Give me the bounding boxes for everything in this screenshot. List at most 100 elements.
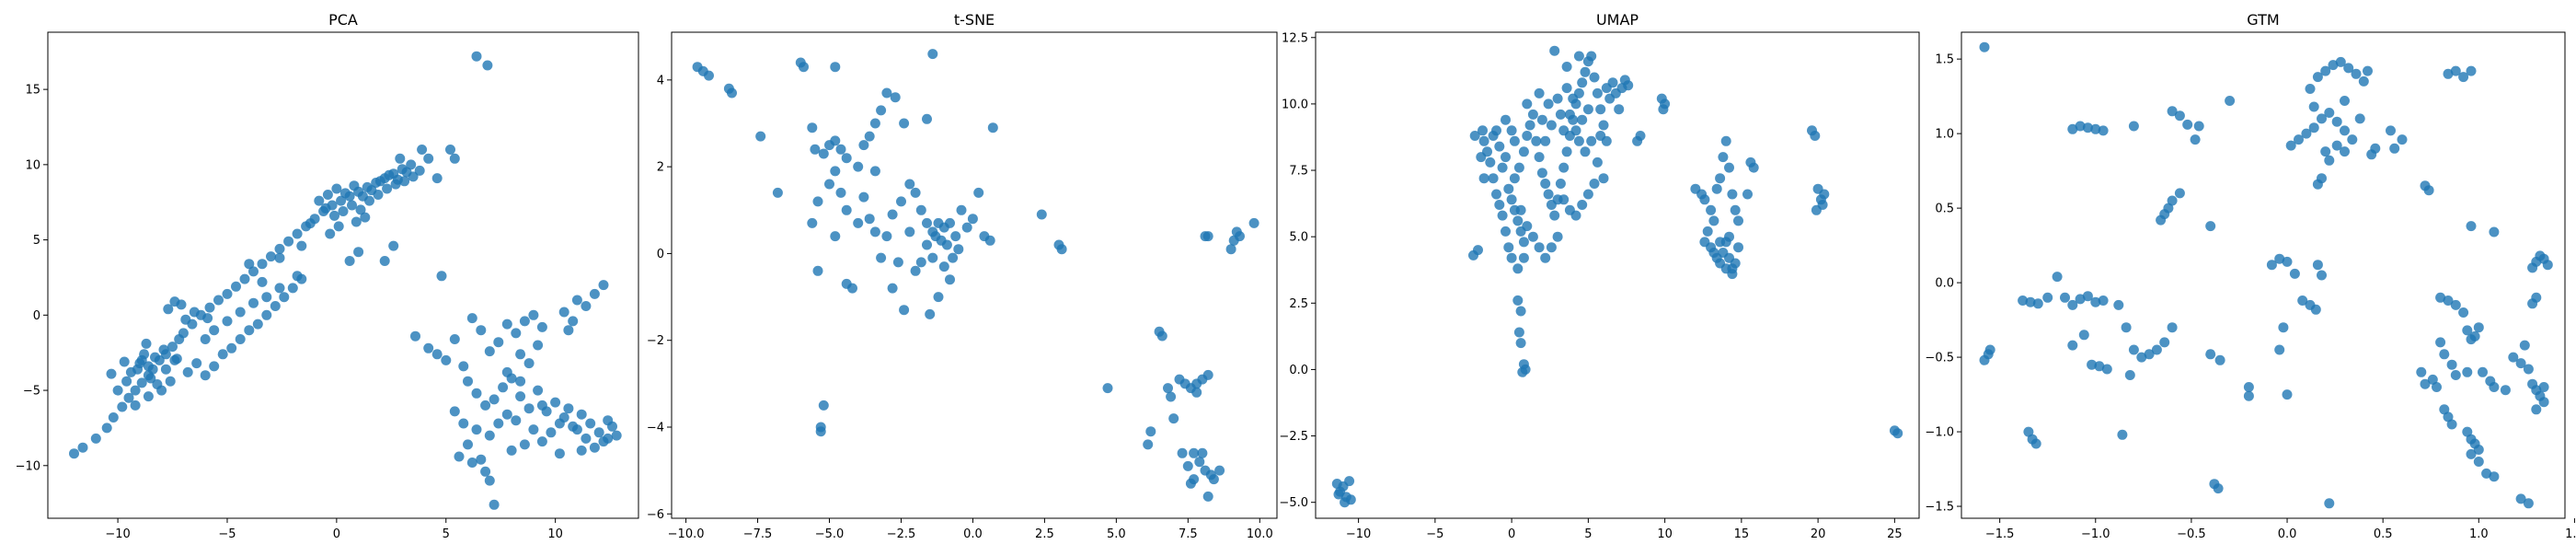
data-point — [938, 261, 949, 272]
data-point — [2515, 358, 2526, 369]
data-point — [1235, 231, 1245, 242]
data-point — [853, 161, 864, 172]
data-point — [2538, 397, 2549, 408]
data-point — [292, 228, 303, 239]
data-point — [449, 406, 460, 417]
data-point — [320, 203, 331, 214]
data-point — [2090, 123, 2101, 134]
data-point — [2243, 390, 2254, 401]
data-point — [536, 400, 547, 411]
data-point — [2435, 337, 2446, 348]
data-point — [163, 304, 174, 315]
data-point — [2312, 260, 2323, 271]
y-tick-label: 4 — [657, 74, 664, 87]
data-point — [515, 376, 526, 387]
data-point — [373, 190, 384, 200]
data-point — [1635, 131, 1646, 141]
data-point — [887, 209, 898, 220]
data-point — [1748, 162, 1759, 173]
x-tick-label: 1.5 — [2565, 527, 2576, 541]
data-point — [252, 319, 263, 330]
y-tick-label: 0 — [657, 248, 664, 261]
data-point — [2423, 185, 2434, 196]
data-point — [1595, 131, 1606, 141]
data-point — [589, 442, 600, 453]
data-point — [2340, 146, 2350, 157]
data-point — [1724, 162, 1734, 173]
data-point — [1512, 215, 1524, 226]
data-point — [2363, 65, 2373, 76]
data-point — [830, 231, 841, 242]
panel-pca: −10 −5 0 5 10 −10 −5 0 5 10 15 PCA — [16, 11, 639, 541]
data-point — [501, 319, 512, 330]
data-point — [2128, 344, 2139, 355]
data-point — [1166, 391, 1177, 402]
data-point — [1506, 252, 1517, 263]
scatter-points — [1979, 41, 2553, 509]
data-point — [501, 409, 512, 420]
data-point — [2328, 60, 2339, 71]
data-point — [2351, 68, 2362, 79]
data-point — [2067, 123, 2078, 134]
data-point — [2446, 419, 2457, 430]
data-point — [2205, 349, 2216, 360]
data-point — [101, 423, 112, 434]
data-point — [506, 445, 517, 456]
data-point — [2478, 366, 2488, 377]
data-point — [1513, 327, 1524, 338]
data-point — [2340, 125, 2350, 136]
data-point — [379, 256, 390, 266]
data-point — [1589, 179, 1600, 189]
data-point — [2443, 411, 2454, 423]
data-point — [1177, 447, 1188, 458]
data-point — [927, 252, 938, 263]
data-point — [869, 226, 880, 237]
data-point — [1577, 200, 1588, 210]
y-tick-label: −1.0 — [1925, 426, 1954, 440]
y-tick-label: 10 — [25, 158, 40, 172]
data-point — [283, 236, 294, 247]
data-point — [1586, 135, 1597, 146]
data-point — [1979, 41, 1990, 52]
data-point — [1546, 242, 1557, 253]
x-tick-label: −2.5 — [887, 527, 916, 541]
data-point — [2523, 364, 2534, 375]
data-point — [2538, 382, 2549, 392]
data-point — [395, 153, 406, 164]
data-point — [1518, 146, 1529, 157]
data-point — [1564, 204, 1575, 215]
data-point — [2508, 352, 2519, 363]
data-point — [523, 358, 535, 369]
data-point — [2098, 295, 2109, 306]
data-point — [915, 204, 926, 215]
data-point — [1518, 252, 1529, 263]
data-point — [2462, 366, 2473, 377]
data-point — [217, 349, 228, 360]
data-point — [178, 328, 189, 339]
data-point — [2190, 134, 2201, 145]
data-point — [1811, 204, 1822, 215]
data-point — [881, 87, 892, 98]
data-point — [1503, 242, 1514, 253]
data-point — [2117, 429, 2128, 440]
data-point — [1491, 125, 1501, 136]
data-point — [1488, 173, 1499, 184]
data-point — [2366, 149, 2377, 160]
data-point — [2078, 330, 2089, 341]
data-point — [853, 217, 864, 228]
data-point — [2439, 349, 2450, 360]
data-point — [2462, 426, 2473, 437]
data-point — [2042, 292, 2053, 303]
y-tick-label: 1.0 — [1935, 128, 1954, 142]
data-point — [1546, 120, 1557, 131]
data-point — [611, 430, 622, 441]
data-point — [2297, 295, 2308, 306]
data-point — [414, 165, 425, 176]
data-point — [1531, 135, 1542, 146]
data-point — [1720, 135, 1731, 146]
data-point — [1344, 476, 1355, 487]
data-point — [2443, 68, 2454, 79]
data-point — [2481, 468, 2492, 479]
data-point — [417, 145, 428, 155]
data-point — [585, 418, 596, 429]
